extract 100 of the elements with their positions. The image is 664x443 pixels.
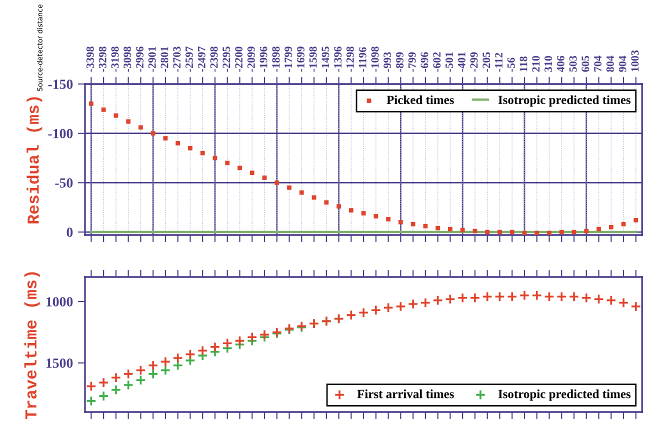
- x-tick-label: -1799: [284, 46, 292, 72]
- point: [432, 295, 444, 306]
- x-tick-label: -2497: [198, 46, 206, 72]
- point: [274, 180, 280, 185]
- point: [123, 380, 134, 390]
- point: [383, 302, 394, 313]
- point: [519, 290, 530, 301]
- point: [547, 230, 552, 235]
- x-tick-label: -1396: [334, 46, 342, 72]
- point: [485, 230, 490, 234]
- point: [436, 226, 440, 230]
- legend-label: Isotropic predicted times: [498, 389, 631, 401]
- y-tick-label: 0: [66, 228, 73, 237]
- point: [98, 390, 109, 402]
- point: [498, 230, 502, 234]
- point: [262, 176, 267, 180]
- point: [98, 377, 109, 388]
- x-tick-label: 310: [544, 56, 552, 72]
- point: [114, 113, 118, 118]
- y-tick-label: -100: [48, 128, 73, 138]
- x-tick-label: 503: [569, 56, 577, 72]
- x-tick-label: -3198: [111, 46, 119, 72]
- y-tick-label: 1000: [46, 297, 73, 306]
- x-tick-label: -3298: [98, 46, 106, 72]
- point: [88, 102, 94, 106]
- point: [584, 228, 589, 234]
- point: [287, 185, 292, 190]
- point: [386, 217, 390, 222]
- x-tick-label: 406: [556, 56, 564, 72]
- x-tick-label: -2099: [247, 46, 255, 72]
- legend-label: Picked times: [386, 95, 454, 104]
- point: [336, 204, 341, 209]
- point: [398, 220, 403, 224]
- point: [200, 150, 205, 156]
- y-tick-label: -150: [48, 80, 73, 89]
- point: [188, 146, 192, 150]
- point: [444, 294, 456, 304]
- point: [374, 214, 378, 218]
- point: [606, 295, 616, 306]
- x-tick-label: -899: [396, 52, 404, 72]
- x-tick-label: -1196: [358, 47, 366, 72]
- point: [621, 222, 626, 226]
- y-tick-label: 1500: [46, 358, 73, 368]
- point: [86, 396, 96, 406]
- x-tick-label: -1996: [260, 46, 268, 72]
- point: [172, 360, 184, 371]
- point: [176, 141, 180, 146]
- point: [126, 119, 131, 124]
- point: [246, 332, 258, 342]
- point: [460, 228, 465, 232]
- point: [448, 226, 452, 232]
- point: [210, 342, 220, 352]
- x-tick-label: -2398: [210, 46, 218, 72]
- point: [608, 224, 614, 230]
- point: [324, 200, 329, 205]
- point: [559, 230, 564, 234]
- x-tick-label: -2801: [160, 46, 168, 72]
- x-tick-label: -2597: [186, 46, 193, 72]
- point: [299, 190, 304, 195]
- x-tick-label: 704: [594, 56, 602, 72]
- point: [534, 230, 540, 235]
- y-tick-label: -50: [55, 178, 73, 188]
- x-tick-label: -299: [470, 52, 478, 72]
- point: [395, 301, 406, 312]
- x-tick-label: -799: [408, 52, 416, 72]
- x-tick-label: -3398: [86, 46, 94, 72]
- x-tick-label: -501: [445, 52, 453, 72]
- x-tick-label: -1898: [272, 46, 280, 72]
- y-axis-title: Traveltime (ms): [24, 272, 40, 420]
- point: [506, 291, 518, 302]
- x-tick-label: -3098: [124, 46, 132, 72]
- point: [222, 338, 233, 349]
- point: [618, 297, 629, 308]
- point: [135, 364, 146, 376]
- point: [238, 166, 242, 170]
- point: [581, 292, 592, 304]
- point: [457, 292, 468, 304]
- x-tick-label: -696: [420, 52, 428, 72]
- point: [544, 291, 555, 302]
- point: [86, 380, 96, 392]
- x-tick-label: 904: [618, 56, 626, 72]
- point: [494, 291, 506, 302]
- point: [234, 336, 246, 346]
- x-tick-label: -205: [482, 52, 490, 72]
- point: [160, 356, 171, 367]
- x-tick-label: -1298: [346, 46, 354, 72]
- x-tick-label: -1098: [371, 46, 379, 72]
- point: [148, 360, 158, 371]
- point: [110, 372, 122, 383]
- point: [148, 368, 158, 380]
- x-tick-label: -2200: [235, 46, 243, 72]
- point: [172, 352, 184, 364]
- point: [470, 292, 480, 304]
- y-axis-title: Residual (ms): [26, 97, 42, 224]
- x-tick-label: 605: [582, 56, 590, 72]
- point: [259, 329, 270, 340]
- point: [482, 291, 493, 302]
- point: [593, 294, 604, 304]
- x-tick-label: 1003: [631, 50, 639, 72]
- point: [163, 136, 168, 140]
